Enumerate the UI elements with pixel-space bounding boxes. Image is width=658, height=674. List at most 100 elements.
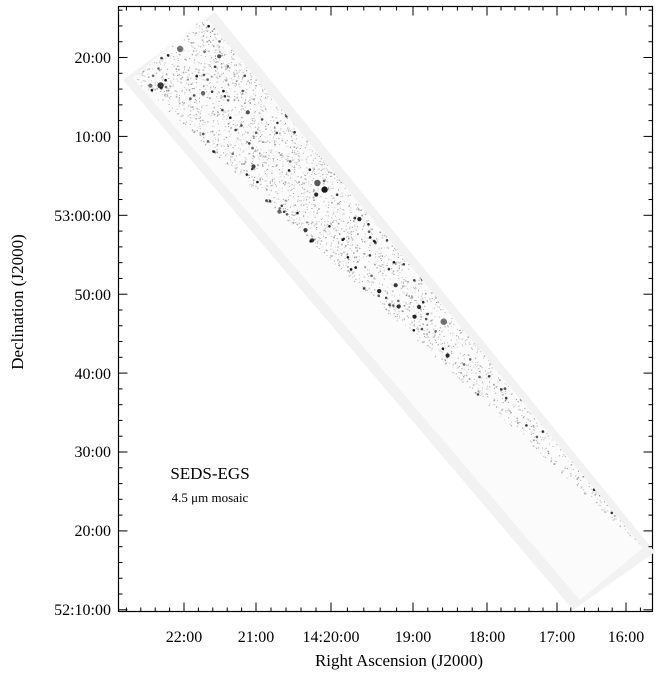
noise-speck bbox=[542, 348, 544, 349]
noise-speck bbox=[594, 453, 595, 454]
noise-speck bbox=[350, 176, 353, 179]
noise-speck bbox=[450, 270, 452, 272]
noise-speck bbox=[526, 372, 528, 374]
noise-speck bbox=[337, 230, 339, 231]
noise-speck bbox=[605, 454, 607, 456]
noise-speck bbox=[315, 242, 317, 244]
noise-speck bbox=[309, 192, 311, 194]
noise-speck bbox=[240, 92, 241, 94]
noise-speck bbox=[545, 447, 547, 449]
noise-speck bbox=[240, 64, 242, 66]
noise-speck bbox=[411, 295, 413, 297]
noise-speck bbox=[359, 177, 361, 179]
noise-speck bbox=[307, 216, 309, 218]
noise-speck bbox=[378, 207, 380, 209]
noise-speck bbox=[556, 425, 558, 427]
noise-speck bbox=[187, 76, 189, 78]
noise-speck bbox=[529, 323, 531, 325]
noise-speck bbox=[468, 292, 470, 294]
noise-speck bbox=[492, 329, 495, 331]
noise-speck bbox=[505, 350, 507, 352]
noise-speck bbox=[184, 58, 186, 60]
noise-speck bbox=[419, 226, 421, 228]
noise-speck bbox=[517, 422, 519, 424]
noise-speck bbox=[629, 535, 631, 537]
noise-speck bbox=[250, 79, 252, 81]
noise-speck bbox=[619, 430, 621, 432]
noise-speck bbox=[441, 352, 443, 354]
noise-speck bbox=[403, 292, 405, 294]
noise-speck bbox=[378, 256, 380, 258]
noise-speck bbox=[217, 133, 220, 136]
noise-speck bbox=[642, 500, 643, 502]
noise-speck bbox=[188, 39, 190, 40]
noise-speck bbox=[617, 458, 619, 460]
noise-speck bbox=[524, 365, 526, 367]
noise-speck bbox=[505, 347, 507, 349]
noise-speck bbox=[644, 476, 645, 477]
noise-speck bbox=[361, 238, 362, 240]
noise-speck bbox=[487, 372, 489, 374]
noise-speck bbox=[599, 439, 601, 441]
noise-speck bbox=[412, 215, 414, 217]
noise-speck bbox=[613, 473, 615, 474]
noise-speck bbox=[309, 227, 311, 229]
noise-speck bbox=[619, 423, 621, 425]
noise-speck bbox=[547, 352, 549, 354]
noise-speck bbox=[583, 413, 584, 415]
noise-speck bbox=[178, 100, 180, 102]
noise-speck bbox=[599, 481, 601, 483]
noise-speck bbox=[147, 85, 149, 86]
noise-speck bbox=[312, 170, 314, 172]
noise-speck bbox=[481, 318, 483, 320]
noise-speck bbox=[197, 71, 200, 74]
noise-speck bbox=[621, 433, 623, 435]
noise-speck bbox=[361, 187, 363, 189]
noise-speck bbox=[443, 335, 445, 337]
noise-speck bbox=[609, 447, 611, 449]
noise-speck bbox=[347, 167, 349, 169]
noise-speck bbox=[306, 221, 308, 224]
noise-speck bbox=[344, 162, 346, 164]
noise-speck bbox=[501, 394, 503, 396]
noise-speck bbox=[313, 225, 315, 227]
noise-speck bbox=[637, 500, 639, 502]
noise-speck bbox=[637, 476, 638, 478]
noise-speck bbox=[338, 242, 340, 244]
noise-speck bbox=[584, 446, 586, 448]
noise-speck bbox=[316, 164, 318, 166]
noise-speck bbox=[565, 401, 567, 403]
noise-speck bbox=[461, 344, 463, 346]
noise-speck bbox=[565, 348, 567, 350]
noise-speck bbox=[636, 486, 638, 488]
noise-speck bbox=[387, 221, 389, 222]
noise-speck bbox=[312, 118, 314, 120]
noise-speck bbox=[584, 367, 586, 369]
noise-speck bbox=[385, 308, 388, 311]
noise-speck bbox=[536, 422, 538, 424]
noise-speck bbox=[358, 210, 360, 212]
noise-speck bbox=[316, 220, 318, 222]
noise-speck bbox=[300, 226, 302, 227]
noise-speck bbox=[355, 247, 357, 249]
noise-speck bbox=[398, 266, 400, 268]
noise-speck bbox=[614, 440, 616, 442]
noise-speck bbox=[472, 361, 474, 363]
noise-speck bbox=[351, 226, 353, 228]
noise-speck bbox=[387, 312, 389, 314]
noise-speck bbox=[328, 131, 330, 133]
noise-speck bbox=[613, 466, 614, 468]
noise-speck bbox=[590, 419, 592, 420]
noise-speck bbox=[230, 133, 232, 135]
noise-speck bbox=[213, 134, 215, 136]
noise-speck bbox=[210, 42, 212, 43]
noise-speck bbox=[402, 291, 404, 293]
noise-speck bbox=[610, 478, 612, 480]
noise-speck bbox=[603, 451, 604, 452]
noise-speck bbox=[234, 98, 236, 100]
noise-speck bbox=[318, 239, 320, 241]
noise-speck bbox=[592, 417, 594, 419]
noise-speck bbox=[483, 355, 486, 358]
noise-speck bbox=[467, 354, 470, 356]
noise-speck bbox=[393, 313, 395, 315]
